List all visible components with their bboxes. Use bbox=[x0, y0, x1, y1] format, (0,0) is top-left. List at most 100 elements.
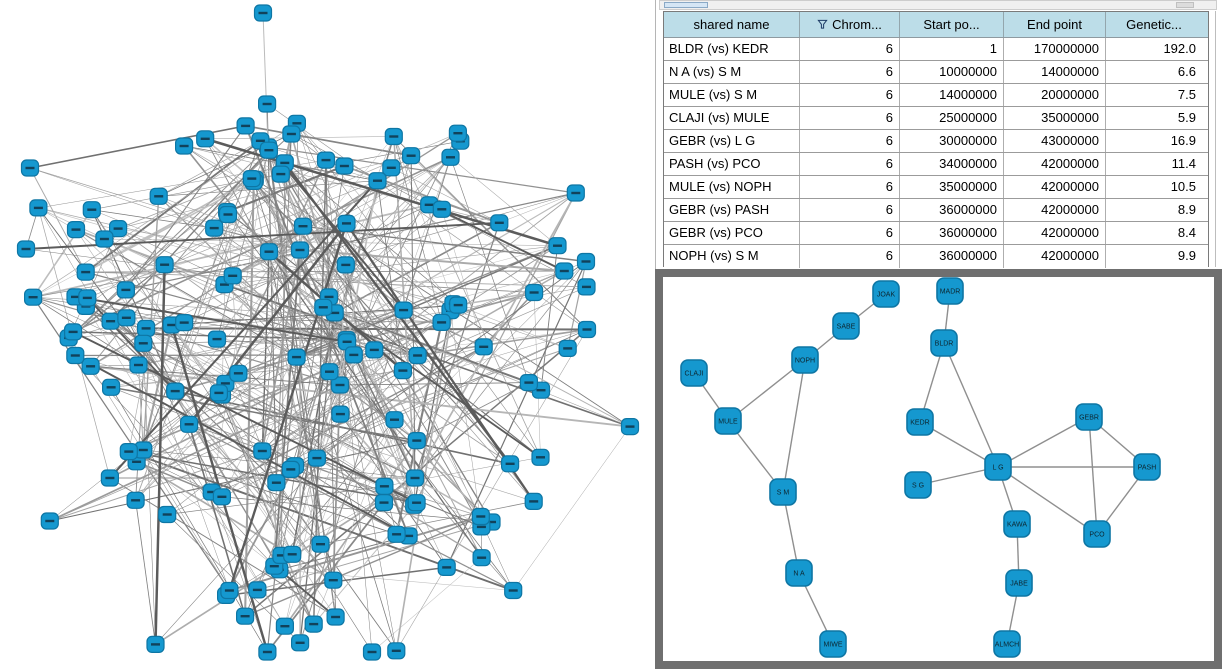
table-row[interactable]: PASH (vs) PCO 6 34000000 42000000 11.4 bbox=[664, 153, 1208, 176]
network-node[interactable] bbox=[393, 362, 412, 380]
network-node[interactable]: KEDR bbox=[906, 408, 934, 436]
network-node[interactable]: MIWE bbox=[819, 630, 847, 658]
network-node[interactable] bbox=[242, 170, 261, 188]
network-node[interactable] bbox=[501, 455, 520, 473]
network-node[interactable] bbox=[374, 494, 394, 512]
network-node[interactable] bbox=[63, 323, 83, 341]
table-row[interactable]: NOPH (vs) S M 6 36000000 42000000 9.9 bbox=[664, 245, 1208, 268]
column-header-start-point[interactable]: Start po... bbox=[900, 12, 1004, 37]
network-node[interactable] bbox=[175, 137, 194, 155]
network-node[interactable] bbox=[101, 312, 120, 330]
network-node[interactable] bbox=[248, 581, 267, 599]
network-node[interactable] bbox=[137, 319, 156, 337]
network-node[interactable] bbox=[324, 571, 343, 589]
network-node[interactable] bbox=[119, 443, 138, 461]
network-node[interactable] bbox=[236, 607, 255, 625]
network-node[interactable] bbox=[40, 512, 59, 530]
network-node[interactable]: NOPH bbox=[791, 346, 819, 374]
main-network-panel[interactable] bbox=[0, 0, 655, 669]
column-header-chromosome[interactable]: Chrom... bbox=[800, 12, 900, 37]
table-row[interactable]: GEBR (vs) L G 6 30000000 43000000 16.9 bbox=[664, 130, 1208, 153]
network-node[interactable] bbox=[394, 301, 413, 319]
network-node[interactable] bbox=[282, 125, 301, 143]
network-node[interactable]: PASH bbox=[1133, 453, 1161, 481]
network-node[interactable] bbox=[335, 157, 354, 175]
network-node[interactable] bbox=[548, 237, 567, 255]
network-node[interactable] bbox=[432, 313, 451, 331]
network-node[interactable]: MULE bbox=[714, 407, 742, 435]
network-node[interactable] bbox=[290, 241, 310, 259]
network-node[interactable] bbox=[555, 262, 574, 280]
network-node[interactable] bbox=[330, 376, 350, 394]
network-node[interactable] bbox=[448, 124, 467, 142]
network-node[interactable] bbox=[577, 278, 596, 296]
column-header-genetic[interactable]: Genetic... bbox=[1106, 12, 1202, 37]
network-node[interactable] bbox=[146, 635, 165, 654]
network-node[interactable] bbox=[365, 341, 384, 359]
network-node[interactable] bbox=[180, 415, 199, 433]
network-node[interactable] bbox=[577, 320, 597, 339]
network-node[interactable] bbox=[471, 507, 490, 526]
filter-icon[interactable] bbox=[817, 19, 828, 30]
network-node[interactable] bbox=[531, 448, 550, 466]
network-node[interactable] bbox=[126, 491, 145, 509]
network-node[interactable] bbox=[375, 477, 394, 495]
network-node[interactable]: JOAK bbox=[872, 280, 900, 308]
network-node[interactable] bbox=[258, 643, 277, 661]
network-node[interactable] bbox=[258, 95, 277, 113]
network-node[interactable] bbox=[66, 346, 85, 365]
network-node[interactable] bbox=[384, 127, 403, 146]
network-node[interactable] bbox=[205, 219, 224, 237]
network-node[interactable] bbox=[78, 289, 97, 307]
column-header-end-point[interactable]: End point bbox=[1004, 12, 1106, 37]
network-node[interactable] bbox=[82, 201, 101, 219]
network-node[interactable] bbox=[382, 159, 401, 177]
table-row[interactable]: BLDR (vs) KEDR 6 1 170000000 192.0 bbox=[664, 38, 1208, 61]
network-node[interactable] bbox=[519, 374, 539, 392]
network-node[interactable]: L G bbox=[984, 453, 1012, 481]
network-node[interactable] bbox=[293, 217, 313, 235]
network-node[interactable] bbox=[408, 346, 427, 365]
network-node[interactable] bbox=[218, 205, 238, 224]
network-node[interactable]: KAWA bbox=[1003, 510, 1031, 538]
network-node[interactable] bbox=[24, 288, 43, 306]
network-node[interactable] bbox=[407, 432, 426, 450]
network-node[interactable] bbox=[558, 339, 577, 357]
network-node[interactable] bbox=[275, 617, 294, 635]
network-node[interactable] bbox=[116, 281, 136, 299]
network-node[interactable] bbox=[223, 267, 242, 285]
table-horizontal-scrollbar[interactable] bbox=[659, 0, 1217, 10]
network-node[interactable] bbox=[291, 634, 310, 652]
column-header-shared-name[interactable]: shared name bbox=[664, 12, 800, 37]
network-node[interactable] bbox=[175, 314, 194, 332]
network-node[interactable] bbox=[259, 243, 279, 261]
network-node[interactable] bbox=[95, 230, 114, 248]
network-node[interactable] bbox=[166, 382, 185, 400]
network-node[interactable] bbox=[441, 148, 460, 166]
network-node[interactable] bbox=[338, 333, 357, 351]
network-node[interactable]: N A bbox=[785, 559, 813, 587]
network-node[interactable] bbox=[432, 200, 451, 218]
network-node[interactable] bbox=[472, 549, 491, 567]
network-node[interactable] bbox=[620, 418, 640, 436]
network-node[interactable] bbox=[100, 469, 120, 487]
scrollbar-end-button[interactable] bbox=[1176, 2, 1194, 8]
network-node[interactable] bbox=[212, 488, 231, 506]
network-node[interactable]: PCO bbox=[1083, 520, 1111, 548]
table-row[interactable]: GEBR (vs) PCO 6 36000000 42000000 8.4 bbox=[664, 222, 1208, 245]
table-row[interactable]: CLAJI (vs) MULE 6 25000000 35000000 5.9 bbox=[664, 107, 1208, 130]
network-node[interactable] bbox=[504, 581, 523, 600]
network-node[interactable] bbox=[524, 283, 544, 302]
network-node[interactable] bbox=[387, 642, 406, 660]
network-node[interactable]: S G bbox=[904, 471, 932, 499]
network-node[interactable] bbox=[368, 172, 387, 190]
network-node[interactable] bbox=[267, 474, 286, 492]
network-node[interactable] bbox=[344, 346, 363, 364]
network-node[interactable] bbox=[326, 608, 345, 626]
network-node[interactable] bbox=[155, 256, 174, 274]
network-node[interactable] bbox=[229, 364, 248, 382]
network-node[interactable] bbox=[287, 348, 306, 366]
table-row[interactable]: MULE (vs) NOPH 6 35000000 42000000 10.5 bbox=[664, 176, 1208, 199]
network-node[interactable] bbox=[307, 449, 326, 467]
network-node[interactable]: ALMCH bbox=[993, 630, 1021, 658]
